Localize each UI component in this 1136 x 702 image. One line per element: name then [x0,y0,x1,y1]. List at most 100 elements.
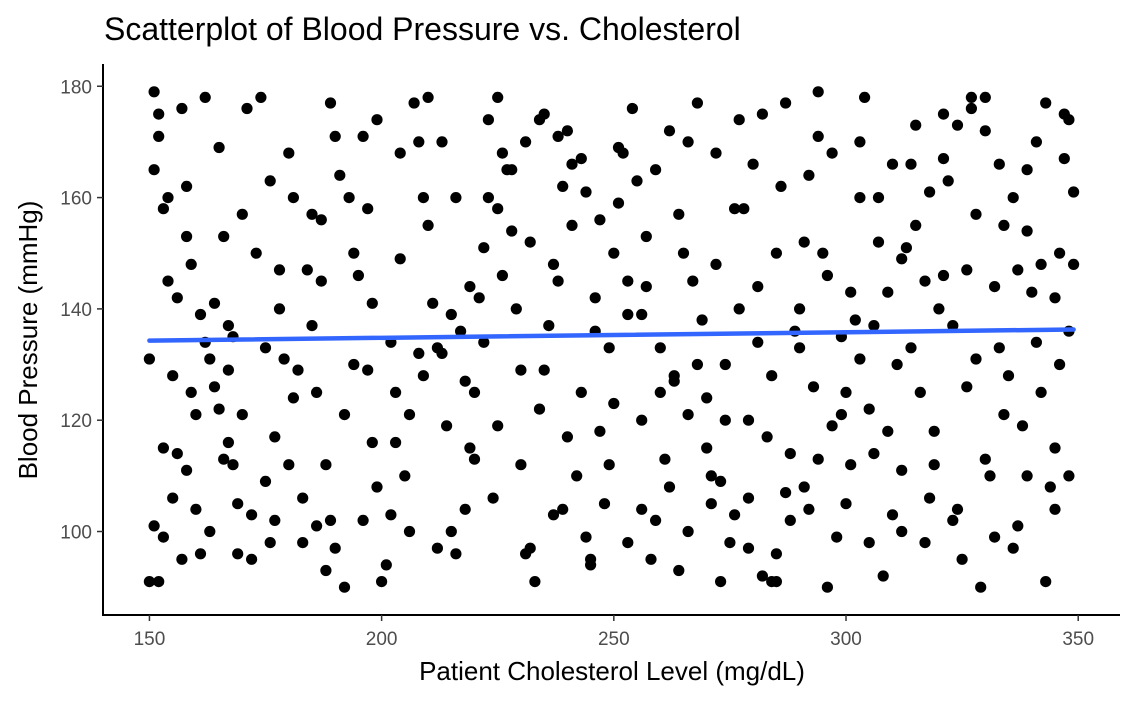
data-point [636,503,648,515]
data-point [979,125,991,137]
data-point [153,130,165,142]
data-point [232,548,244,560]
data-point [821,269,834,282]
data-point [520,548,532,560]
data-point [431,542,443,554]
data-point [246,509,258,521]
data-point [891,358,903,371]
data-point [459,375,471,387]
data-point [937,153,950,165]
regression-line [147,327,1076,343]
data-point [631,175,643,187]
data-point [993,158,1005,170]
data-point [366,297,378,309]
data-point [603,342,615,354]
data-point [264,537,276,549]
data-point [269,431,281,443]
data-point [482,114,494,126]
data-point [608,247,620,259]
data-point [914,386,926,398]
data-point [877,570,889,582]
data-point [478,242,490,254]
data-point [650,164,662,176]
data-point [162,275,174,287]
data-point [682,136,694,148]
data-point [269,514,281,527]
data-point [989,281,1001,293]
data-point [352,269,364,282]
data-point [594,425,606,437]
data-point [148,164,160,176]
data-point [1016,420,1029,432]
data-point [724,537,736,549]
data-point [896,525,908,538]
data-point [148,520,160,532]
data-point [933,303,945,315]
data-point [691,97,704,109]
data-point [691,358,704,371]
data-point [445,308,457,321]
data-point [422,219,434,231]
data-point [636,414,648,426]
data-point [845,286,857,298]
data-point [668,370,680,382]
data-point [506,225,518,237]
data-point [380,559,392,571]
data-point [756,108,769,120]
data-point [320,564,332,577]
data-point [1021,470,1033,482]
data-point [803,503,815,515]
data-point [947,320,959,332]
data-point [376,576,388,588]
data-point [338,581,351,593]
data-point [1007,192,1019,204]
data-point [766,576,778,588]
data-point [812,453,824,465]
data-point [408,97,420,109]
data-point [222,320,234,332]
data-point [399,470,411,482]
data-point [752,336,764,348]
y-tick-label: 120 [60,411,92,432]
data-point [831,531,843,543]
data-point [566,219,578,231]
data-point [157,203,169,215]
data-point [157,531,169,543]
data-point [533,403,546,415]
data-point [292,364,304,376]
data-point [928,425,940,437]
data-point [520,136,532,148]
data-point [301,264,313,276]
data-point [640,281,652,293]
data-point [608,397,620,410]
data-point [241,102,253,115]
data-point [682,409,694,421]
data-point [464,442,476,454]
data-point [427,297,439,309]
data-point [747,158,759,170]
data-point [413,347,425,359]
data-point [348,247,360,259]
data-point [979,453,991,465]
data-point [167,370,179,382]
y-axis-title: Blood Pressure (mmHg) [13,201,43,480]
data-point [821,581,834,593]
data-point [153,576,165,588]
data-point [924,492,936,504]
data-point [1068,258,1080,270]
data-point [742,542,755,554]
data-point [956,553,968,565]
data-point [896,253,908,265]
data-point [594,214,606,226]
data-point [715,475,727,487]
data-point [705,470,717,482]
data-point [854,353,866,365]
data-point [390,386,402,398]
data-point [143,353,155,365]
data-point [733,114,745,126]
data-point [1002,370,1015,382]
data-point [473,292,485,304]
data-point [1035,386,1047,398]
data-point [659,453,671,465]
data-point [622,275,634,287]
